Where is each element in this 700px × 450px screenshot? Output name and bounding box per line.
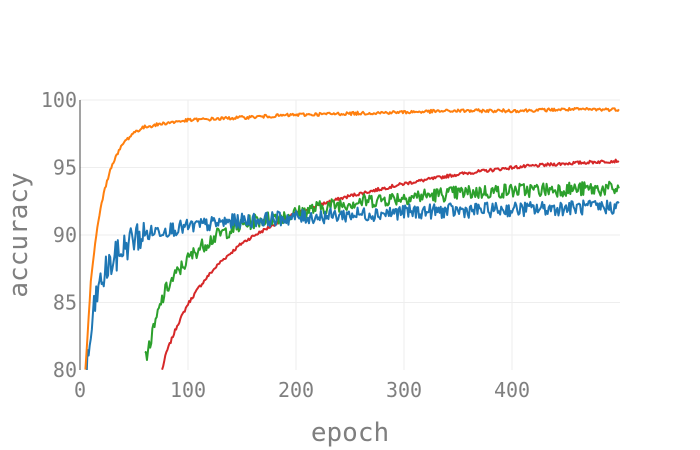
- x-tick-label: 300: [386, 378, 422, 402]
- x-tick-label: 100: [170, 378, 206, 402]
- x-axis-title: epoch: [311, 418, 389, 448]
- x-tick-labels: 0 100 200 300 400: [74, 378, 530, 402]
- y-tick-label: 100: [41, 88, 77, 112]
- y-tick-label: 90: [53, 223, 77, 247]
- y-tick-labels: 80 85 90 95 100: [41, 88, 77, 382]
- series-line-0: [84, 106, 620, 370]
- y-axis-title: accuracy: [4, 172, 34, 297]
- x-tick-label: 0: [74, 378, 86, 402]
- x-tick-label: 200: [278, 378, 314, 402]
- series-layer: [84, 106, 620, 370]
- series-line-1: [85, 199, 620, 370]
- series-line-3: [161, 158, 620, 370]
- y-tick-label: 85: [53, 291, 77, 315]
- y-tick-label: 80: [53, 358, 77, 382]
- x-tick-label: 400: [494, 378, 530, 402]
- series-line-2: [144, 180, 620, 361]
- y-tick-label: 95: [53, 156, 77, 180]
